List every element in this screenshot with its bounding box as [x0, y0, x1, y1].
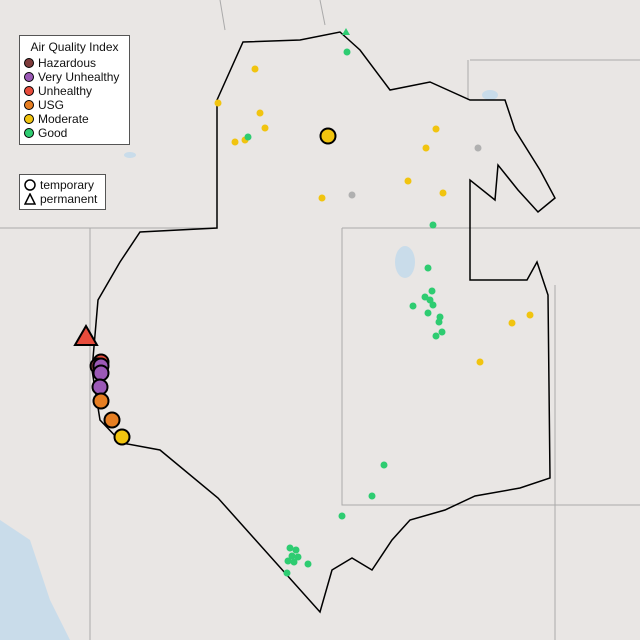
temporary-monitor-marker[interactable]	[103, 411, 121, 429]
sensor-marker[interactable]	[256, 109, 264, 117]
aqi-legend: Air Quality Index Hazardous Very Unhealth…	[19, 35, 130, 145]
legend-item-unhealthy: Unhealthy	[20, 84, 129, 98]
sensor-marker[interactable]	[424, 309, 432, 317]
sensor-marker[interactable]	[476, 358, 484, 366]
triangle-icon	[24, 193, 36, 205]
sensor-marker[interactable]	[526, 311, 534, 319]
temporary-monitor-marker[interactable]	[319, 127, 337, 145]
legend-label: Hazardous	[38, 56, 97, 70]
lakes	[124, 90, 498, 278]
legend-item-very-unhealthy: Very Unhealthy	[20, 70, 129, 84]
sensor-marker[interactable]	[474, 144, 482, 152]
sensor-marker[interactable]	[261, 124, 269, 132]
permanent-monitor-marker[interactable]	[73, 324, 99, 346]
legend-label: USG	[38, 98, 65, 112]
sensor-marker[interactable]	[292, 546, 300, 554]
sensor-marker[interactable]	[432, 332, 440, 340]
sensor-marker[interactable]	[214, 99, 222, 107]
sensor-marker[interactable]	[288, 552, 296, 560]
sensor-marker[interactable]	[404, 177, 412, 185]
sensor-marker[interactable]	[428, 287, 436, 295]
sensor-marker[interactable]	[429, 221, 437, 229]
sensor-marker[interactable]	[422, 144, 430, 152]
temporary-monitor-marker[interactable]	[91, 378, 109, 396]
sensor-marker[interactable]	[343, 48, 351, 56]
swatch-icon	[24, 128, 34, 138]
legend-label: Good	[38, 126, 68, 140]
legend-label: permanent	[40, 192, 98, 206]
permanent-monitor-marker[interactable]	[342, 28, 350, 35]
sensor-marker[interactable]	[251, 65, 259, 73]
swatch-icon	[24, 58, 34, 68]
legend-title: Air Quality Index	[30, 40, 119, 54]
legend-label: temporary	[40, 178, 95, 192]
sensor-marker[interactable]	[286, 544, 294, 552]
swatch-icon	[24, 86, 34, 96]
circle-icon	[24, 179, 36, 191]
legend-item-hazardous: Hazardous	[20, 56, 129, 70]
sensor-marker[interactable]	[508, 319, 516, 327]
sensor-marker[interactable]	[338, 512, 346, 520]
region-boundary	[91, 31, 556, 614]
legend-label: Moderate	[38, 112, 89, 126]
sensor-marker[interactable]	[435, 318, 443, 326]
legend-item-good: Good	[20, 126, 129, 140]
legend-label: Unhealthy	[38, 84, 93, 98]
legend-item-usg: USG	[20, 98, 129, 112]
swatch-icon	[24, 100, 34, 110]
sensor-marker[interactable]	[283, 569, 291, 577]
ocean	[0, 520, 70, 640]
sensor-marker[interactable]	[432, 125, 440, 133]
temporary-monitor-marker[interactable]	[113, 428, 131, 446]
sensor-marker[interactable]	[284, 557, 292, 565]
sensor-marker[interactable]	[409, 302, 417, 310]
sensor-marker[interactable]	[290, 558, 298, 566]
temporary-monitor-marker[interactable]	[92, 364, 110, 382]
sensor-marker[interactable]	[244, 133, 252, 141]
sensor-markers	[73, 28, 534, 577]
swatch-icon	[24, 114, 34, 124]
swatch-icon	[24, 72, 34, 82]
sensor-marker[interactable]	[318, 194, 326, 202]
sensor-marker[interactable]	[380, 461, 388, 469]
sensor-marker[interactable]	[438, 328, 446, 336]
legend-item-permanent: permanent	[20, 192, 105, 206]
sensor-marker[interactable]	[304, 560, 312, 568]
legend-item-temporary: temporary	[20, 178, 105, 192]
legend-label: Very Unhealthy	[38, 70, 120, 84]
legend-item-moderate: Moderate	[20, 112, 129, 126]
sensor-marker[interactable]	[424, 264, 432, 272]
sensor-marker[interactable]	[368, 492, 376, 500]
sensor-marker[interactable]	[348, 191, 356, 199]
type-legend: temporary permanent	[19, 174, 106, 210]
sensor-marker[interactable]	[429, 301, 437, 309]
temporary-monitor-marker[interactable]	[92, 392, 110, 410]
sensor-marker[interactable]	[294, 553, 302, 561]
sensor-marker[interactable]	[231, 138, 239, 146]
sensor-marker[interactable]	[439, 189, 447, 197]
